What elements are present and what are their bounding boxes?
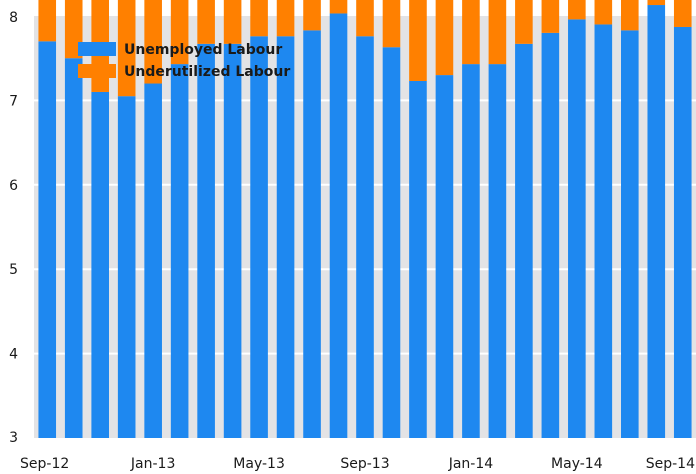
bar-segment-underutilized [673,0,692,27]
x-axis-ticks: Sep-12 Jan-13 May-13 Sep-13 Jan-14 May-14 Sep-… [20,456,695,472]
y-tick-label: 7 [9,93,18,109]
bar-segment-unemployed [382,47,401,438]
bar-segment-underutilized [144,0,162,84]
bar-segment-unemployed [223,43,242,438]
bar-segment-underutilized [541,0,560,33]
bar-segment-unemployed [144,83,162,439]
bar-segment-underutilized [382,0,401,48]
bar-segment-underutilized [515,0,533,44]
legend-label-underutilized: Underutilized Labour [124,64,290,80]
bar-segment-unemployed [197,43,215,438]
bar-segment-underutilized [303,0,321,31]
legend-swatch-unemployed [78,42,116,56]
bar-series [38,0,692,439]
bar-segment-underutilized [250,0,268,37]
bar-segment-unemployed [91,91,109,439]
bar-segment-unemployed [515,43,533,438]
x-tick-label: Sep-14 [646,456,695,472]
bar-segment-unemployed [568,19,586,438]
x-tick-label: Sep-13 [340,456,389,472]
bar-segment-unemployed [303,30,321,438]
bar-segment-unemployed [621,30,639,438]
bar-segment-underutilized [621,0,639,31]
bar-segment-unemployed [250,36,268,438]
bar-segment-unemployed [329,13,348,438]
bar-segment-unemployed [594,24,613,438]
x-tick-label: Sep-12 [20,456,69,472]
bar-segment-unemployed [64,58,83,438]
bar-segment-unemployed [409,80,427,439]
bar-segment-underutilized [409,0,427,81]
bar-segment-underutilized [647,0,666,6]
bar-segment-unemployed [276,36,295,438]
bar-segment-underutilized [329,0,348,14]
bar-segment-unemployed [673,26,692,438]
x-tick-label: Jan-14 [448,456,494,472]
y-tick-label: 3 [9,430,18,446]
x-tick-label: May-13 [233,456,285,472]
y-tick-label: 6 [9,178,18,194]
bar-segment-unemployed [435,75,454,438]
legend-label-unemployed: Unemployed Labour [124,42,282,58]
bar-segment-underutilized [356,0,374,37]
y-tick-label: 8 [9,10,18,26]
bar-segment-unemployed [647,5,666,439]
legend: Unemployed Labour Underutilized Labour [78,42,290,80]
bar-segment-underutilized [117,0,136,97]
bar-segment-underutilized [170,0,189,65]
bar-segment-unemployed [170,64,189,439]
bar-segment-unemployed [541,32,560,438]
bar-segment-underutilized [435,0,454,76]
bar-segment-underutilized [276,0,295,37]
x-tick-label: May-14 [551,456,603,472]
legend-swatch-underutilized [78,64,116,78]
x-tick-label: Jan-13 [130,456,175,472]
bar-segment-underutilized [197,0,215,44]
bar-segment-underutilized [488,0,507,65]
bar-segment-unemployed [462,64,480,439]
bar-segment-underutilized [594,0,613,25]
bar-segment-unemployed [117,96,136,439]
bar-segment-underutilized [568,0,586,20]
bar-segment-underutilized [38,0,57,42]
bar-segment-unemployed [356,36,374,438]
y-tick-label: 5 [9,262,18,278]
bar-segment-underutilized [223,0,242,44]
bar-segment-unemployed [488,64,507,439]
bar-segment-unemployed [38,41,57,438]
y-axis-ticks: 3 4 5 6 7 8 [9,10,18,446]
y-tick-label: 4 [9,347,18,363]
bar-segment-underutilized [462,0,480,65]
